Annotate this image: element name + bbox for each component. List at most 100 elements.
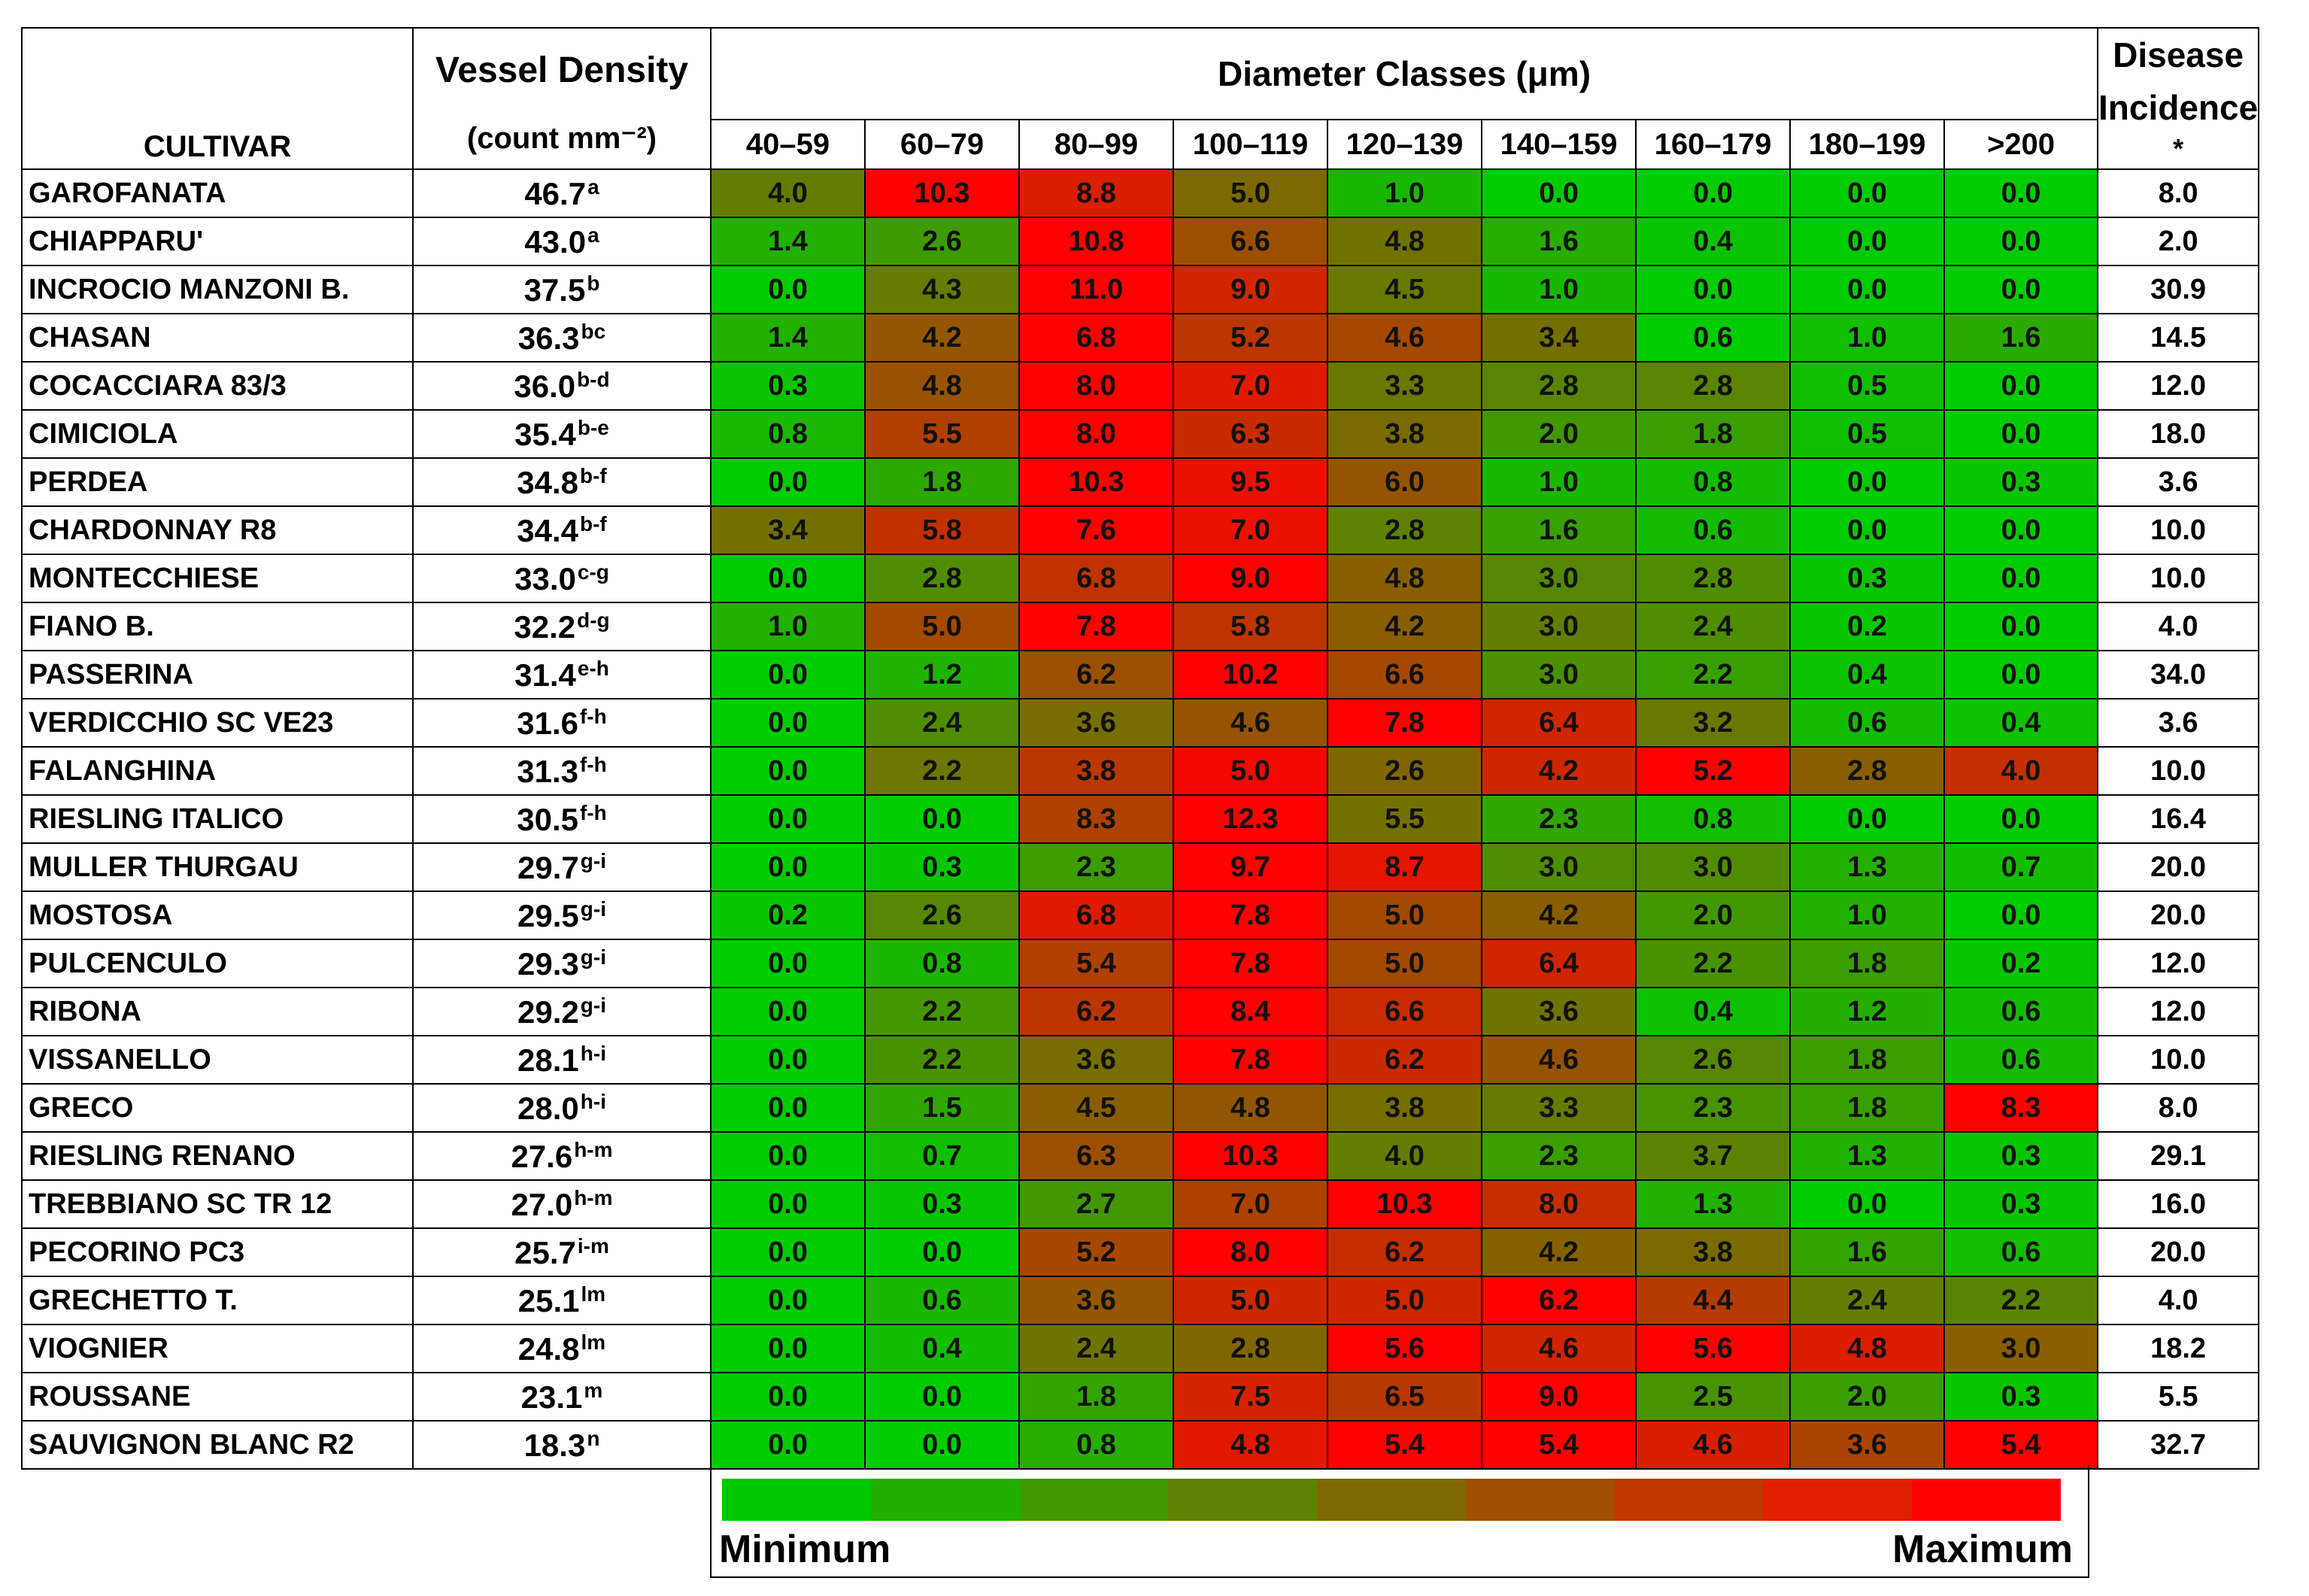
disease-incidence-cell: 5.5 — [2096, 1372, 2260, 1422]
heat-cell: 0.6 — [1943, 987, 2098, 1036]
heat-cell: 0.2 — [1789, 602, 1945, 651]
cultivar-name: FALANGHINA — [21, 746, 414, 796]
heat-cell: 10.3 — [1173, 1131, 1328, 1181]
vessel-density-value: 29.5 — [517, 897, 579, 933]
table-row: CIMICIOLA 35.4b-e 0.8 5.5 8.0 6.3 3.8 2.0 1.8 0.5… — [21, 409, 2260, 459]
heat-cell: 0.0 — [710, 650, 866, 699]
class-header-5: 140–159 — [1481, 119, 1637, 170]
heat-cell: 0.0 — [1789, 217, 1945, 266]
heat-cell: 0.0 — [864, 1420, 1020, 1470]
heat-cell: 2.7 — [1018, 1179, 1174, 1229]
heat-cell: 1.0 — [1789, 891, 1945, 940]
heat-cell: 11.0 — [1018, 265, 1174, 314]
vessel-density-cell: 34.8b-f — [412, 457, 712, 507]
heat-cell: 4.8 — [1327, 554, 1482, 603]
disease-incidence-cell: 4.0 — [2096, 1276, 2260, 1325]
cultivar-name: GAROFANATA — [21, 168, 414, 218]
vessel-density-value: 36.0 — [514, 368, 576, 404]
table-row: CHARDONNAY R8 34.4b-f 3.4 5.8 7.6 7.0 2.8 1.6 0.… — [21, 505, 2260, 555]
heat-cell: 2.4 — [1635, 602, 1791, 651]
heat-cell: 0.2 — [1943, 939, 2098, 988]
heat-cell: 1.8 — [1789, 939, 1945, 988]
heat-cell: 3.7 — [1635, 1131, 1791, 1181]
table-row: RIESLING ITALICO 30.5f-h 0.0 0.0 8.3 12.3 5.5 2… — [21, 794, 2260, 844]
class-header-4: 120–139 — [1327, 119, 1482, 170]
heat-cell: 2.3 — [1018, 842, 1174, 892]
heat-cell: 5.0 — [1173, 746, 1328, 796]
heat-cell: 4.2 — [1481, 746, 1637, 796]
heat-cell: 5.6 — [1327, 1324, 1482, 1373]
cultivar-name: RIESLING ITALICO — [21, 794, 414, 844]
table-row: GRECHETTO T. 25.1lm 0.0 0.6 3.6 5.0 5.0 6.2 4.4 2… — [21, 1276, 2260, 1325]
vessel-density-cell: 43.0a — [412, 217, 712, 266]
heat-cell: 2.6 — [1635, 1035, 1791, 1085]
vessel-density-value: 29.7 — [517, 849, 579, 885]
vessel-density-value: 31.6 — [517, 705, 578, 741]
vessel-density-cell: 29.7g-i — [412, 842, 712, 892]
cultivar-name: GRECHETTO T. — [21, 1276, 414, 1325]
vessel-density-title: Vessel Density — [435, 50, 689, 90]
vessel-density-value: 25.7 — [514, 1234, 576, 1270]
significance-letter: b-f — [579, 511, 607, 536]
vessel-density-value: 34.8 — [517, 464, 578, 500]
vessel-density-value: 43.0 — [524, 223, 587, 259]
significance-letter: e-h — [577, 656, 609, 680]
heat-cell: 0.6 — [1635, 505, 1791, 555]
heat-cell: 2.8 — [1327, 505, 1482, 555]
vessel-density-cell: 31.6f-h — [412, 698, 712, 748]
heat-cell: 0.4 — [1789, 650, 1945, 699]
heat-cell: 6.0 — [1327, 457, 1482, 507]
legend-swatch — [870, 1479, 1020, 1521]
heat-cell: 7.8 — [1173, 891, 1328, 940]
cultivar-name: MONTECCHIESE — [21, 554, 414, 603]
cultivar-name: MOSTOSA — [21, 891, 414, 940]
heat-cell: 5.0 — [1327, 1276, 1482, 1325]
heat-cell: 1.5 — [864, 1083, 1020, 1133]
heat-cell: 2.2 — [864, 746, 1020, 796]
heat-cell: 2.8 — [1635, 361, 1791, 411]
vessel-density-cell: 28.1h-i — [412, 1035, 712, 1085]
significance-letter: lm — [581, 1282, 606, 1306]
heat-cell: 0.0 — [1943, 650, 2098, 699]
heat-cell: 1.0 — [710, 602, 866, 651]
heat-cell: 2.0 — [1635, 891, 1791, 940]
heat-cell: 2.2 — [1943, 1276, 2098, 1325]
table-row: VERDICCHIO SC VE23 31.6f-h 0.0 2.4 3.6 4.6 7.8… — [21, 698, 2260, 748]
vessel-density-value: 23.1 — [520, 1379, 583, 1415]
heat-cell: 2.4 — [1018, 1324, 1174, 1373]
heatmap-table: CULTIVAR Vessel Density (count mm⁻²) Dia… — [21, 27, 2260, 1470]
heat-cell: 8.0 — [1481, 1179, 1637, 1229]
cultivar-name: TREBBIANO SC TR 12 — [21, 1179, 414, 1229]
vessel-density-cell: 34.4b-f — [412, 505, 712, 555]
heat-cell: 10.2 — [1173, 650, 1328, 699]
significance-letter: lm — [581, 1330, 606, 1354]
heat-cell: 3.2 — [1635, 698, 1791, 748]
significance-letter: g-i — [580, 993, 606, 1017]
heat-cell: 8.0 — [1018, 409, 1174, 459]
legend-swatch — [1465, 1479, 1615, 1521]
vessel-density-cell: 29.2g-i — [412, 987, 712, 1036]
significance-letter: h-i — [580, 1089, 606, 1113]
vessel-density-cell: 37.5b — [412, 265, 712, 314]
heat-cell: 5.2 — [1018, 1227, 1174, 1277]
heat-cell: 0.8 — [1635, 794, 1791, 844]
heat-cell: 0.6 — [1635, 313, 1791, 363]
cultivar-name: PULCENCULO — [21, 939, 414, 988]
heat-cell: 8.7 — [1327, 842, 1482, 892]
heat-cell: 0.6 — [1943, 1227, 2098, 1277]
disease-incidence-cell: 16.0 — [2096, 1179, 2260, 1229]
heat-cell: 7.8 — [1173, 1035, 1328, 1085]
heat-cell: 8.0 — [1173, 1227, 1328, 1277]
heat-cell: 0.0 — [1635, 168, 1791, 218]
vessel-density-cell: 27.0h-m — [412, 1179, 712, 1229]
cultivar-name: INCROCIO MANZONI B. — [21, 265, 414, 314]
disease-incidence-cell: 34.0 — [2096, 650, 2260, 699]
significance-letter: c-g — [577, 560, 609, 584]
table-row: PASSERINA 31.4e-h 0.0 1.2 6.2 10.2 6.6 3.0 2.2 0.… — [21, 650, 2260, 699]
heat-cell: 7.0 — [1173, 361, 1328, 411]
heat-cell: 5.4 — [1481, 1420, 1637, 1470]
vessel-density-value: 25.1 — [517, 1282, 580, 1318]
heat-cell: 6.2 — [1327, 1035, 1482, 1085]
heat-cell: 10.3 — [1327, 1179, 1482, 1229]
heat-cell: 1.6 — [1481, 217, 1637, 266]
